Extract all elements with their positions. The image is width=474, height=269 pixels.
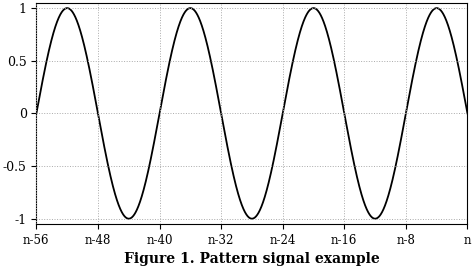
X-axis label: Figure 1. Pattern signal example: Figure 1. Pattern signal example	[124, 252, 380, 266]
